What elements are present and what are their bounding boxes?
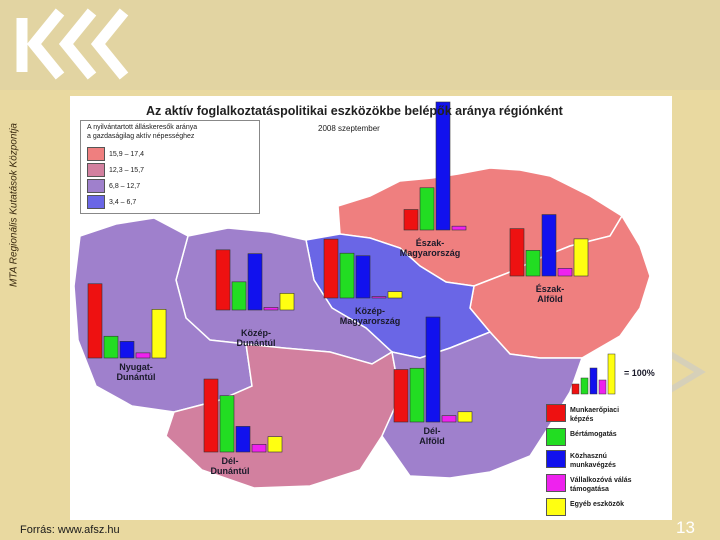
logo-mark [16,8,129,80]
bar-eszak-alfold-1 [525,250,541,277]
side-label: MTA Regionális Kutatások Központja [8,123,20,287]
bar-eszak-alfold-4 [573,238,589,277]
bar-del-dunantul-3 [251,444,267,453]
page-number: 13 [676,518,695,537]
bar-kozep-dunantul-1 [231,281,247,311]
rate-legend-item: 12,3 – 15,7 [87,163,144,177]
decorative-arrow [658,345,706,399]
source-note: Forrás: www.afsz.hu [20,524,120,536]
region-label-kozep-dunantul: Közép- Dunántúl [236,328,276,348]
bar-del-dunantul-4 [267,436,283,453]
scale-reference-bar [589,367,598,395]
scale-reference-bar [598,379,607,395]
bar-kozep-dunantul-3 [263,307,279,311]
rate-legend-title: A nyilvántartott álláskeresők aránya a g… [87,124,198,140]
region-label-del-alfold: Dél- Alföld [419,426,445,446]
bar-del-alfold-2 [425,316,441,423]
region-label-eszak-magyarorszag: Észak- Magyarország [399,238,461,258]
scale-reference-bar [571,383,580,395]
bar-eszak-magyarorszag-3 [451,225,467,231]
bar-nyugat-dunantul-1 [103,335,119,359]
bar-eszak-magyarorszag-0 [403,209,419,231]
scale-reference-bar [580,377,589,395]
region-label-del-dunantul: Dél- Dunántúl [210,456,250,476]
bar-kozep-magyarorszag-2 [355,255,371,299]
bar-kozep-dunantul-0 [215,249,231,311]
scale-reference-bar [607,353,616,395]
bar-eszak-alfold-0 [509,228,525,277]
region-label-kozep-magyarorszag: Közép- Magyarország [339,306,401,326]
bar-kozep-magyarorszag-0 [323,238,339,299]
bar-eszak-magyarorszag-1 [419,187,435,231]
bar-kozep-dunantul-4 [279,293,295,311]
bar-del-alfold-4 [457,411,473,423]
region-label-eszak-alfold: Észak- Alföld [535,284,565,304]
bar-eszak-alfold-2 [541,214,557,277]
bar-nyugat-dunantul-3 [135,352,151,359]
bar-del-dunantul-0 [203,378,219,453]
bar-del-alfold-1 [409,367,425,423]
bar-nyugat-dunantul-2 [119,341,135,359]
map-date: 2008 szeptember [318,124,380,133]
bar-kozep-dunantul-2 [247,253,263,311]
rate-legend-item: 15,9 – 17,4 [87,147,144,161]
bar-nyugat-dunantul-4 [151,309,167,359]
bar-kozep-magyarorszag-3 [371,296,387,299]
rate-legend-item: 6,8 – 12,7 [87,179,140,193]
region-label-nyugat-dunantul: Nyugat- Dunántúl [116,362,156,382]
map-title: Az aktív foglalkoztatáspolitikai eszközö… [146,104,563,118]
bar-kozep-magyarorszag-1 [339,252,355,299]
bar-del-dunantul-2 [235,426,251,453]
bar-del-alfold-0 [393,369,409,423]
rate-legend-item: 3,4 – 6,7 [87,195,136,209]
bar-del-dunantul-1 [219,395,235,453]
scale-label: = 100% [624,368,655,378]
bar-kozep-magyarorszag-4 [387,291,403,299]
regional-map: Az aktív foglalkoztatáspolitikai eszközö… [70,96,672,520]
rate-legend: A nyilvántartott álláskeresők aránya a g… [80,120,260,214]
bar-nyugat-dunantul-0 [87,283,103,359]
bar-eszak-alfold-3 [557,268,573,277]
bar-del-alfold-3 [441,415,457,423]
bar-eszak-magyarorszag-2 [435,101,451,231]
